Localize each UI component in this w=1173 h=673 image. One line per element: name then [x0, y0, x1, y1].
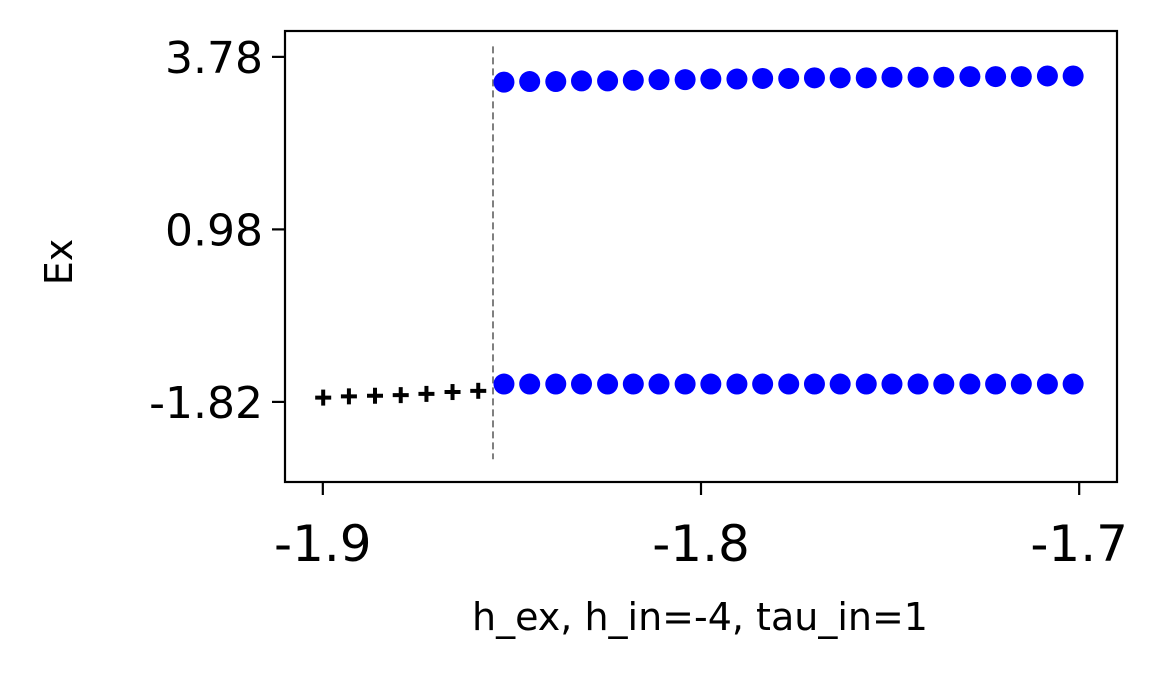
- circle-marker: [648, 373, 670, 395]
- plus-marker: [367, 387, 384, 404]
- plot-area: [315, 46, 1084, 460]
- circle-marker: [1062, 373, 1084, 395]
- circle-marker: [1010, 66, 1032, 88]
- y-tick-label: 3.78: [165, 33, 263, 84]
- circle-marker: [545, 71, 567, 93]
- circle-marker: [648, 69, 670, 91]
- circle-marker: [778, 373, 800, 395]
- circle-marker: [674, 69, 696, 91]
- circle-marker: [855, 373, 877, 395]
- x-tick-label: -1.7: [1030, 515, 1128, 573]
- circle-marker: [803, 373, 825, 395]
- circle-marker: [881, 66, 903, 88]
- x-tick-label: -1.8: [652, 515, 750, 573]
- circle-marker: [622, 69, 644, 91]
- y-tick-label: -1.82: [149, 378, 263, 429]
- axes: -1.9 -1.8 -1.7 3.78 0.98 -1.82: [149, 33, 1128, 573]
- plot-frame: [283, 29, 1119, 484]
- circle-marker: [959, 373, 981, 395]
- circle-marker: [829, 67, 851, 89]
- circle-marker: [1036, 373, 1058, 395]
- x-axis-label: h_ex, h_in=-4, tau_in=1: [472, 595, 928, 639]
- circle-marker: [545, 373, 567, 395]
- circle-marker: [674, 373, 696, 395]
- circle-marker: [803, 67, 825, 89]
- circle-marker: [597, 373, 619, 395]
- circle-marker: [700, 68, 722, 90]
- circle-marker: [933, 66, 955, 88]
- plus-marker: [470, 382, 487, 399]
- circle-marker: [985, 66, 1007, 88]
- circle-marker: [570, 70, 592, 92]
- circle-marker: [1062, 65, 1084, 87]
- circle-marker: [959, 66, 981, 88]
- circle-marker: [519, 373, 541, 395]
- circle-marker: [881, 373, 903, 395]
- plus-marker: [392, 387, 409, 404]
- circle-marker: [1036, 65, 1058, 87]
- circle-marker: [907, 66, 929, 88]
- plus-marker: [444, 384, 461, 401]
- y-axis-label: Ex: [37, 239, 81, 286]
- circle-marker: [985, 373, 1007, 395]
- circle-marker: [597, 70, 619, 92]
- circle-marker: [726, 373, 748, 395]
- circle-marker: [855, 67, 877, 89]
- y-tick-label: 0.98: [165, 205, 263, 256]
- circle-marker: [778, 67, 800, 89]
- plus-marker: [418, 385, 435, 402]
- circle-marker: [752, 373, 774, 395]
- circle-marker: [570, 373, 592, 395]
- circle-marker: [519, 71, 541, 93]
- circle-marker: [752, 67, 774, 89]
- circle-marker: [726, 68, 748, 90]
- circle-marker: [493, 71, 515, 93]
- circle-marker: [1010, 373, 1032, 395]
- circle-marker: [493, 373, 515, 395]
- plus-marker: [340, 388, 357, 405]
- x-tick-label: -1.9: [274, 515, 372, 573]
- circle-marker: [933, 373, 955, 395]
- circle-marker: [622, 373, 644, 395]
- circle-marker: [907, 373, 929, 395]
- circle-marker: [700, 373, 722, 395]
- circle-marker: [829, 373, 851, 395]
- plus-marker: [315, 389, 332, 406]
